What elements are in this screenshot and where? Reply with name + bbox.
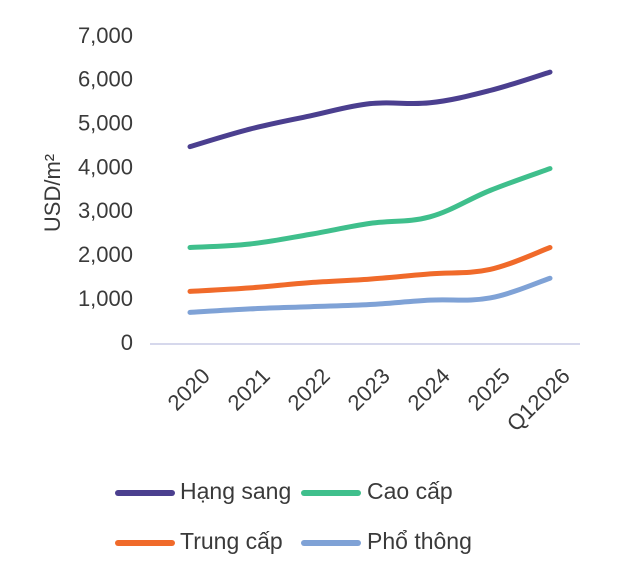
x-tick-label: 2021	[223, 363, 275, 415]
legend-item: Trung cấp	[115, 528, 283, 554]
x-tick-label: 2024	[403, 363, 455, 415]
x-tick-label: 2025	[463, 363, 515, 415]
legend-label: Cao cấp	[367, 478, 453, 504]
y-tick-label: 0	[121, 330, 133, 355]
x-tick-label: 2020	[163, 363, 215, 415]
series-line-3	[187, 245, 553, 294]
y-tick-label: 2,000	[78, 242, 133, 267]
legend: Hạng sang Cao cấp Trung cấp Phổ thông	[115, 478, 472, 554]
legend-label: Hạng sang	[180, 478, 291, 504]
y-tick-label: 6,000	[78, 67, 133, 92]
series-line-4	[187, 275, 553, 315]
x-tick-label: Q12026	[502, 363, 575, 436]
x-tick-label: 2022	[283, 363, 335, 415]
legend-label: Phổ thông	[367, 528, 472, 554]
series-line-2	[187, 166, 553, 251]
x-tick-label: 2023	[343, 363, 395, 415]
legend-item: Phổ thông	[301, 528, 472, 554]
y-tick-label: 4,000	[78, 154, 133, 179]
legend-label: Trung cấp	[180, 528, 283, 554]
y-tick-label: 5,000	[78, 111, 133, 136]
y-tick-label: 3,000	[78, 198, 133, 223]
y-axis-title: USD/m²	[40, 154, 65, 232]
legend-item: Cao cấp	[301, 478, 453, 504]
series-lines	[187, 69, 553, 315]
legend-item: Hạng sang	[115, 478, 291, 504]
y-axis-ticks: 0 1,000 2,000 3,000 4,000 5,000 6,000 7,000	[78, 23, 133, 355]
y-tick-label: 1,000	[78, 286, 133, 311]
y-tick-label: 7,000	[78, 23, 133, 48]
series-line-1	[187, 69, 553, 150]
